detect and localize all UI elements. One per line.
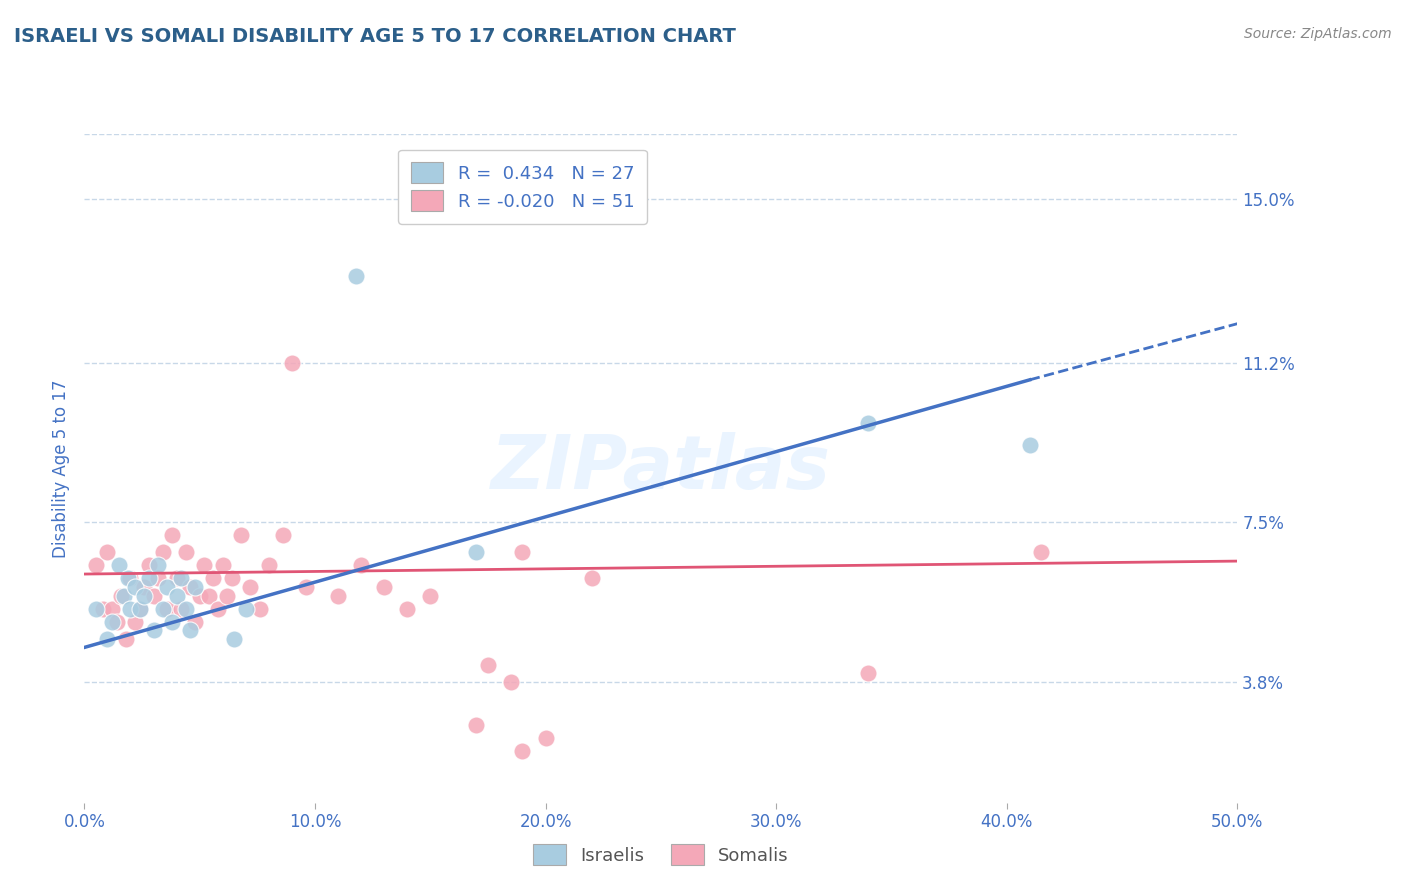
Point <box>326 589 349 603</box>
Point <box>160 528 183 542</box>
Point <box>156 601 179 615</box>
Point <box>134 580 156 594</box>
Point <box>174 545 197 559</box>
Point <box>128 601 150 615</box>
Point <box>105 615 128 629</box>
Text: ISRAELI VS SOMALI DISABILITY AGE 5 TO 17 CORRELATION CHART: ISRAELI VS SOMALI DISABILITY AGE 5 TO 17… <box>14 27 735 45</box>
Point <box>184 615 207 629</box>
Point <box>217 589 239 603</box>
Point <box>84 601 107 615</box>
Point <box>120 601 142 615</box>
Point <box>211 558 233 573</box>
Point <box>184 580 207 594</box>
Point <box>138 571 160 585</box>
Point <box>84 558 107 573</box>
Point <box>101 615 124 629</box>
Point <box>499 675 522 690</box>
Point <box>419 589 441 603</box>
Point <box>1018 437 1040 451</box>
Point <box>202 571 225 585</box>
Point <box>138 558 160 573</box>
Point <box>512 744 534 758</box>
Point <box>231 528 253 542</box>
Point <box>134 589 156 603</box>
Point <box>91 601 114 615</box>
Point <box>477 657 499 672</box>
Point <box>465 718 488 732</box>
Point <box>858 666 880 681</box>
Point <box>179 623 201 637</box>
Point <box>115 632 138 646</box>
Point <box>198 589 221 603</box>
Point <box>160 615 183 629</box>
Point <box>534 731 557 745</box>
Point <box>146 571 169 585</box>
Point <box>221 571 243 585</box>
Point <box>1031 545 1053 559</box>
Point <box>373 580 395 594</box>
Point <box>271 528 294 542</box>
Legend: R =  0.434   N = 27, R = -0.020   N = 51: R = 0.434 N = 27, R = -0.020 N = 51 <box>398 150 647 224</box>
Point <box>174 601 197 615</box>
Point <box>108 558 131 573</box>
Point <box>257 558 280 573</box>
Point <box>170 601 193 615</box>
Legend: Israelis, Somalis: Israelis, Somalis <box>524 835 797 874</box>
Point <box>152 545 174 559</box>
Point <box>142 589 165 603</box>
Point <box>96 632 118 646</box>
Point <box>235 601 257 615</box>
Point <box>170 571 193 585</box>
Y-axis label: Disability Age 5 to 17: Disability Age 5 to 17 <box>52 379 70 558</box>
Point <box>858 416 880 430</box>
Point <box>120 571 142 585</box>
Point <box>239 580 262 594</box>
Point <box>224 632 246 646</box>
Point <box>142 623 165 637</box>
Point <box>207 601 229 615</box>
Point <box>193 558 215 573</box>
Point <box>512 545 534 559</box>
Point <box>350 558 373 573</box>
Point <box>146 558 169 573</box>
Point <box>249 601 271 615</box>
Point <box>101 601 124 615</box>
Point <box>281 355 304 369</box>
Point <box>124 580 146 594</box>
Point <box>166 571 188 585</box>
Point <box>96 545 118 559</box>
Point <box>179 580 201 594</box>
Point <box>117 571 139 585</box>
Point <box>294 580 316 594</box>
Point <box>112 589 135 603</box>
Point <box>166 589 188 603</box>
Point <box>128 601 150 615</box>
Point <box>156 580 179 594</box>
Point <box>152 601 174 615</box>
Text: ZIPatlas: ZIPatlas <box>491 432 831 505</box>
Point <box>581 571 603 585</box>
Point <box>346 269 368 284</box>
Point <box>465 545 488 559</box>
Text: Source: ZipAtlas.com: Source: ZipAtlas.com <box>1244 27 1392 41</box>
Point <box>396 601 419 615</box>
Point <box>124 615 146 629</box>
Point <box>188 589 211 603</box>
Point <box>110 589 132 603</box>
